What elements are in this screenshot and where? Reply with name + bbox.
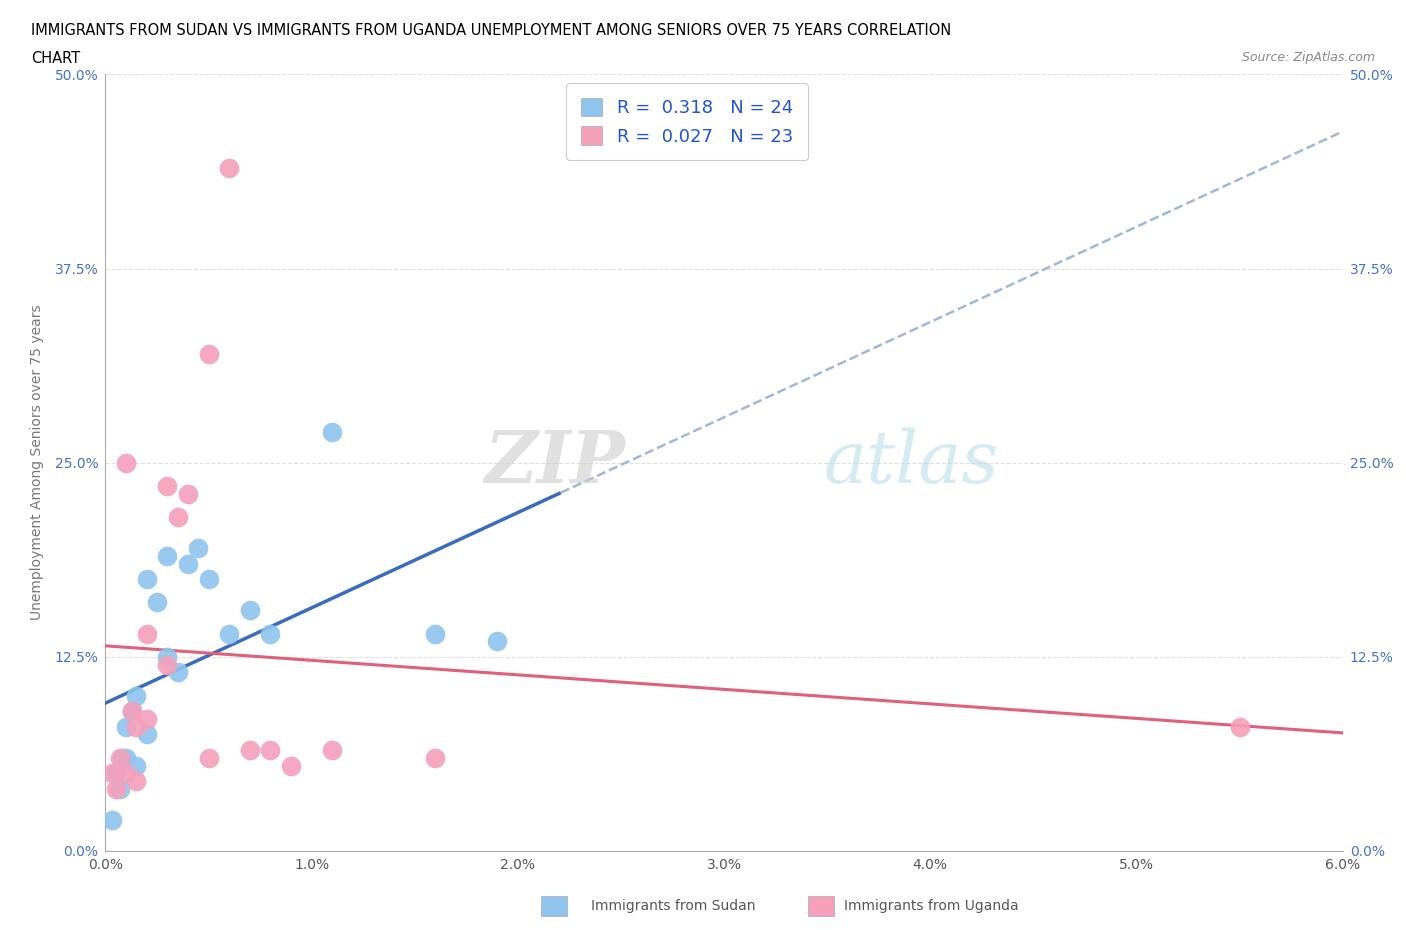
Point	[259, 742, 281, 757]
Point	[425, 751, 447, 765]
Point	[156, 549, 179, 564]
Point	[166, 665, 188, 680]
Point	[197, 572, 219, 587]
Point	[115, 751, 138, 765]
Point	[280, 758, 302, 773]
Text: Immigrants from Uganda: Immigrants from Uganda	[844, 898, 1018, 912]
Point	[197, 347, 219, 362]
Point	[218, 160, 240, 175]
Point	[259, 626, 281, 641]
Point	[111, 751, 134, 765]
Text: Immigrants from Sudan: Immigrants from Sudan	[591, 898, 755, 912]
Point	[135, 711, 157, 726]
Point	[177, 556, 200, 571]
Point	[115, 719, 138, 734]
Point	[100, 766, 122, 781]
Point	[156, 479, 179, 494]
Point	[100, 813, 122, 828]
Text: IMMIGRANTS FROM SUDAN VS IMMIGRANTS FROM UGANDA UNEMPLOYMENT AMONG SENIORS OVER : IMMIGRANTS FROM SUDAN VS IMMIGRANTS FROM…	[31, 23, 952, 38]
Point	[166, 510, 188, 525]
Point	[239, 742, 262, 757]
Text: atlas: atlas	[823, 428, 998, 498]
Point	[104, 781, 127, 796]
Point	[108, 781, 131, 796]
Point	[125, 758, 148, 773]
Point	[135, 626, 157, 641]
Text: Source: ZipAtlas.com: Source: ZipAtlas.com	[1241, 51, 1375, 64]
Point	[115, 456, 138, 471]
Point	[125, 688, 148, 703]
Text: ZIP: ZIP	[484, 427, 626, 498]
Point	[197, 751, 219, 765]
Point	[146, 595, 169, 610]
Y-axis label: Unemployment Among Seniors over 75 years: Unemployment Among Seniors over 75 years	[30, 305, 44, 620]
Point	[1229, 719, 1251, 734]
Point	[187, 540, 209, 555]
Point	[177, 486, 200, 501]
Legend: R =  0.318   N = 24, R =  0.027   N = 23: R = 0.318 N = 24, R = 0.027 N = 23	[567, 84, 807, 160]
Point	[121, 704, 143, 719]
Point	[115, 766, 138, 781]
Point	[125, 719, 148, 734]
Point	[125, 774, 148, 789]
Point	[135, 727, 157, 742]
Point	[108, 751, 131, 765]
Point	[135, 572, 157, 587]
Point	[156, 649, 179, 664]
Point	[321, 424, 343, 439]
Point	[156, 658, 179, 672]
Point	[218, 626, 240, 641]
Point	[104, 766, 127, 781]
Point	[425, 626, 447, 641]
Point	[121, 704, 143, 719]
Point	[239, 603, 262, 618]
Point	[321, 742, 343, 757]
Point	[486, 634, 509, 649]
Text: CHART: CHART	[31, 51, 80, 66]
